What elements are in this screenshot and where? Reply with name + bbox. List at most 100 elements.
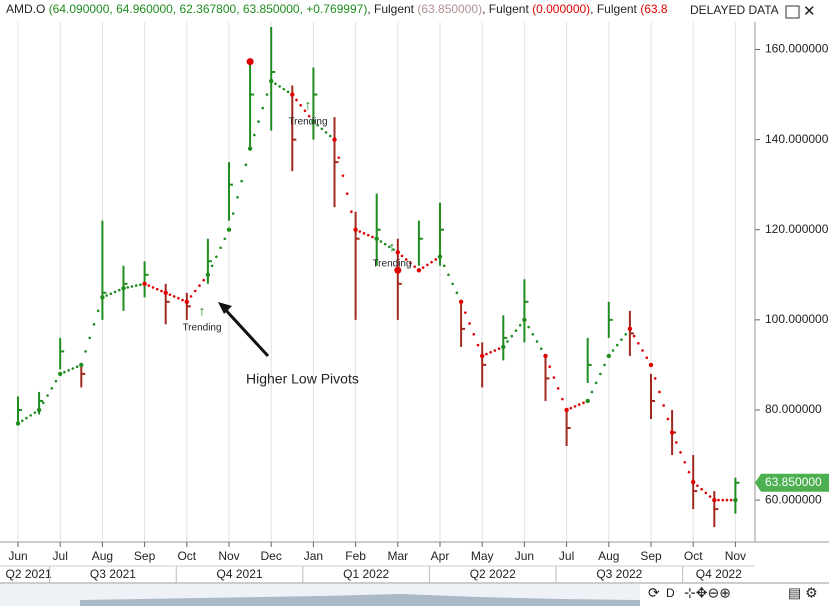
trend-dot-fill <box>590 390 594 394</box>
x-tick-label: Sep <box>640 549 662 563</box>
price-tag <box>755 473 829 492</box>
x-tick-label: Feb <box>345 549 366 563</box>
menu-icon[interactable]: ▤ ⚙ <box>788 585 818 601</box>
trend-dot-fill <box>345 192 349 195</box>
study-name: Fulgent <box>374 2 415 16</box>
x-tick-label: Mar <box>387 549 408 563</box>
trend-dot-fill <box>388 245 391 249</box>
trend-dot-fill <box>193 289 197 293</box>
refresh-icon[interactable]: ⟳ <box>648 585 660 601</box>
trend-dot-fill <box>126 286 130 289</box>
trend-arrow: ↑ <box>199 303 206 319</box>
trend-dot <box>311 119 316 124</box>
quarter-label: Q1 2022 <box>343 567 389 581</box>
pivot <box>246 58 254 66</box>
x-tick-label: Oct <box>177 549 196 563</box>
trend-dot-fill <box>223 237 227 241</box>
trend-dot-fill <box>20 419 24 423</box>
trend-dot-fill <box>531 332 535 336</box>
trend-dot <box>522 317 527 323</box>
trend-dot-fill <box>295 98 298 102</box>
x-tick-label: Nov <box>218 549 239 563</box>
trend-dot-fill <box>366 233 370 237</box>
x-tick-label: Aug <box>92 549 113 563</box>
trend-dot-fill <box>700 487 703 491</box>
trend-dot-fill <box>265 93 269 96</box>
tool-icons[interactable]: ⊹✥⊖⊕ <box>684 585 731 601</box>
trend-dot-fill <box>383 242 387 246</box>
x-tick-label: Sep <box>134 549 156 563</box>
trend-dot-fill <box>379 240 383 243</box>
trend-dot <box>669 430 675 435</box>
trend-dot-fill <box>219 246 222 250</box>
trend-dot-fill <box>96 309 100 313</box>
trend-dot-fill <box>328 134 332 138</box>
trend-dot-fill <box>527 325 530 329</box>
x-tick-label: Jun <box>515 549 534 563</box>
trend-dot-fill <box>510 334 514 338</box>
trend-dot-fill <box>404 258 408 261</box>
trend-dot-fill <box>324 131 328 134</box>
status-bg <box>686 0 782 21</box>
trend-dot-fill <box>696 484 699 487</box>
trend-dot-fill <box>637 341 640 345</box>
trend-dot-fill <box>202 278 205 282</box>
trend-dot-fill <box>307 114 311 118</box>
trend-dot-fill <box>350 210 353 214</box>
annotation: Trending <box>372 259 411 270</box>
trend-dot-fill <box>430 260 433 264</box>
restore-button[interactable] <box>785 5 800 19</box>
trend-dot <box>100 295 105 300</box>
trend-dot-fill <box>409 261 412 265</box>
trend-dot <box>163 290 168 296</box>
study-name: Fulgent <box>489 2 530 16</box>
trend-dot-fill <box>658 390 661 394</box>
trend-dot-fill <box>303 109 307 113</box>
trend-dot-fill <box>75 365 79 369</box>
trend-dot-fill <box>400 254 404 258</box>
trend-dot-fill <box>261 106 265 110</box>
trend-dot-fill <box>160 289 163 293</box>
x-tick-label: Oct <box>684 549 703 563</box>
trend-dot <box>226 227 232 232</box>
trend-dot-fill <box>316 123 319 127</box>
trend-dot-fill <box>50 387 54 390</box>
quarter-label: Q2 2021 <box>6 567 52 581</box>
trend-dot-fill <box>134 284 138 287</box>
trend-dot <box>437 254 443 259</box>
trend-dot-fill <box>611 349 615 352</box>
trend-dot-fill <box>552 376 556 379</box>
trend-dot-fill <box>54 379 58 383</box>
trend-dot-fill <box>88 336 92 340</box>
toolbar: ⟳ D ⊹✥⊖⊕ ▤ ⚙ <box>648 585 818 601</box>
trend-dot-fill <box>683 460 687 464</box>
trend-dot-fill <box>113 290 117 294</box>
trend-dot-fill <box>177 296 180 300</box>
trend-dot <box>648 362 654 368</box>
trend-dot-fill <box>337 156 341 159</box>
trend-dot-fill <box>231 212 235 215</box>
period-button[interactable]: D <box>666 586 675 600</box>
x-tick-label: May <box>471 549 494 563</box>
trend-dot-fill <box>666 417 670 421</box>
trend-dot-fill <box>645 356 649 360</box>
trend-dot <box>458 299 464 305</box>
trend-dot-fill <box>33 411 37 414</box>
trend-dot-fill <box>139 283 142 287</box>
trend-dot-fill <box>172 295 176 298</box>
trend-dot <box>205 272 211 277</box>
trend-dot <box>79 362 84 368</box>
annotation: Higher Low Pivots <box>246 371 359 387</box>
x-tick-label: Apr <box>431 549 450 563</box>
trend-dot-fill <box>615 343 619 347</box>
trend-dot-fill <box>506 340 509 343</box>
trend-dot-fill <box>274 82 277 86</box>
close-button[interactable]: ✕ <box>803 3 816 20</box>
quarter-label: Q3 2021 <box>90 567 136 581</box>
trend-dot-fill <box>704 491 708 495</box>
trend-dot <box>15 421 21 426</box>
trend-dot-fill <box>653 377 657 380</box>
trend-dot-fill <box>548 365 552 369</box>
study-value: (63.8 <box>640 2 668 16</box>
trend-dot <box>733 497 738 503</box>
